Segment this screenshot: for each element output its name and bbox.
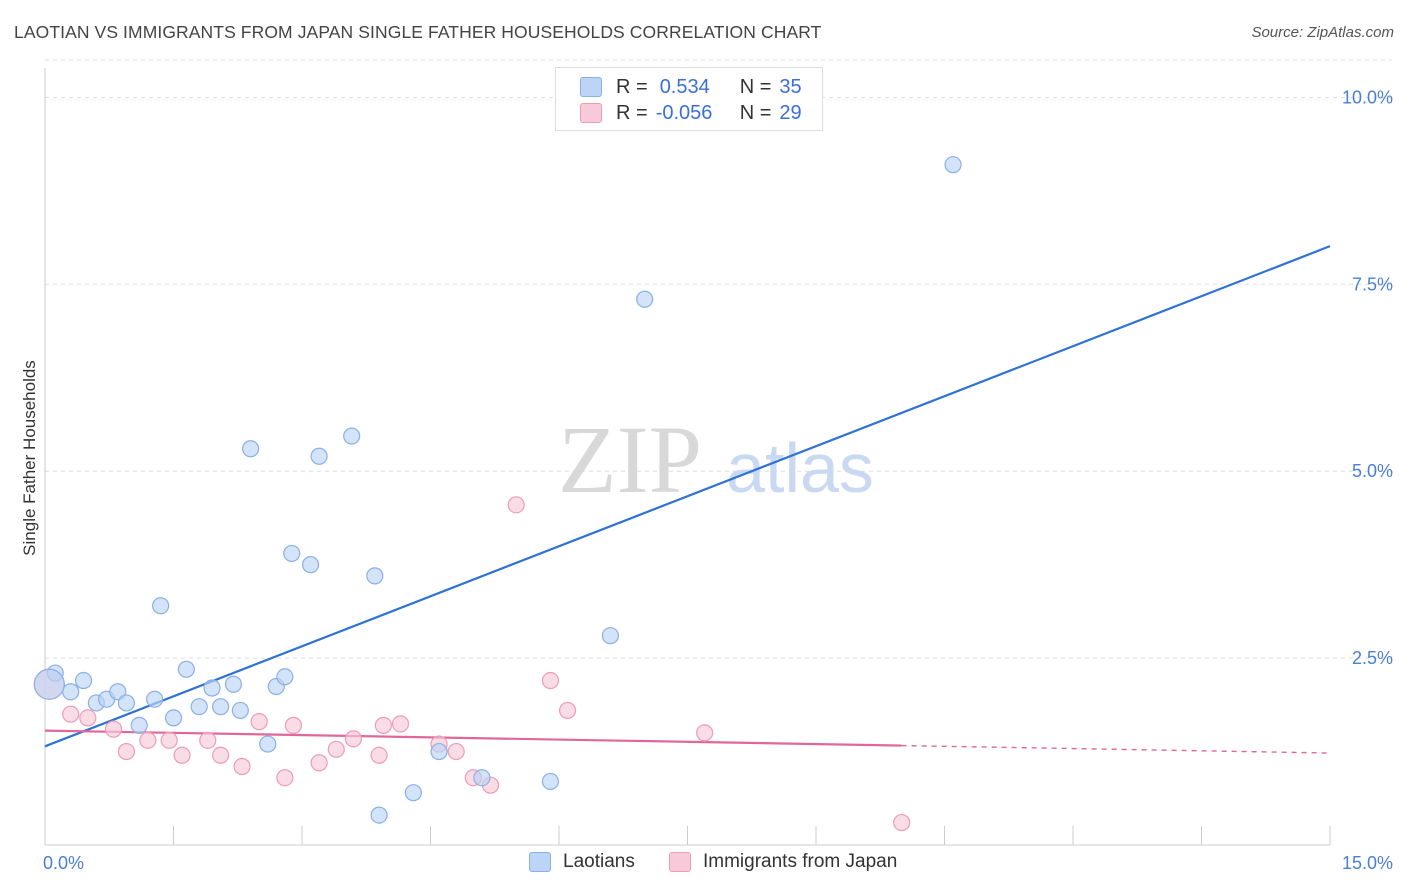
data-points [33,156,962,832]
legend-n-value: 29 [779,101,802,124]
watermark: ZIP atlas [558,406,874,513]
point-japan [160,731,178,749]
legend-n-label: N = [739,75,772,98]
legend-r-value: -0.056 [655,101,713,124]
point-laotians [430,742,448,761]
point-japan [310,754,328,772]
point-japan [327,740,345,758]
point-japan [696,724,714,742]
watermark-atlas: atlas [726,429,874,507]
trend-lines [44,245,1331,754]
point-japan [79,709,97,727]
point-japan [447,742,465,761]
series-legend: Laotians Immigrants from Japan [0,851,1406,877]
point-japan [104,720,123,738]
y-axis-title: Single Father Households [20,360,39,556]
point-laotians [283,544,301,563]
point-japan [139,731,157,749]
point-laotians [404,784,422,802]
point-japan [117,742,135,761]
point-japan [173,746,191,764]
point-laotians [203,679,221,697]
point-laotians [164,709,183,727]
point-laotians [310,447,328,465]
legend-label-japan: Immigrants from Japan [703,851,898,872]
point-japan [391,715,410,733]
point-laotians [601,627,620,645]
point-laotians [242,440,260,458]
legend-n-label: N = [739,101,772,124]
point-laotians [212,698,230,716]
x-tick-label: 0.0% [43,853,84,873]
point-japan [62,705,80,723]
legend-swatch-pink [580,103,602,123]
point-japan [199,731,217,749]
point-laotians [370,806,388,824]
point-laotians [146,690,164,708]
tick-labels: 2.5% 5.0% 7.5% 10.0% 0.0% 15.0% [43,87,1393,873]
grid-lines [45,59,1392,659]
source-label: Source: ZipAtlas.com [1251,24,1394,41]
x-tick-label: 15.0% [1342,853,1393,873]
point-laotians [366,567,384,585]
y-tick-label: 10.0% [1342,87,1393,107]
point-japan [276,769,294,787]
point-japan [507,496,525,514]
point-laotians [117,694,135,712]
point-laotians [259,735,277,753]
legend-swatch-japan [669,852,691,872]
point-laotians [636,290,654,308]
legend-row-laotians: R = 0.534 N = 35 [580,75,802,99]
y-tick-label: 5.0% [1352,461,1393,481]
point-laotians [343,427,361,445]
legend-r-label: R = [616,75,648,98]
point-laotians [33,668,65,700]
point-laotians [276,668,294,686]
point-laotians [473,769,491,787]
point-japan [374,716,392,734]
watermark-zip: ZIP [558,406,702,513]
legend-swatch-laotians [529,852,551,872]
point-laotians [74,671,93,690]
point-laotians [541,772,560,791]
chart-title: LAOTIAN VS IMMIGRANTS FROM JAPAN SINGLE … [14,22,822,42]
legend-label-laotians: Laotians [563,851,635,872]
point-laotians [152,597,170,615]
point-laotians [130,716,148,734]
legend-row-japan: R = -0.056 N = 29 [580,101,802,125]
point-laotians [177,660,195,678]
point-japan [558,701,577,720]
point-japan [212,746,230,764]
point-laotians [190,698,208,716]
point-laotians [301,556,320,574]
trend-line-japan-extension [901,744,1331,754]
legend-r-label: R = [616,101,648,124]
point-japan [893,813,911,832]
trend-line-laotians [44,245,1331,748]
legend-item-japan: Immigrants from Japan [669,851,897,873]
legend-item-laotians: Laotians [529,851,635,873]
correlation-legend: R = 0.534 N = 35 R = -0.056 N = 29 [555,67,823,131]
point-japan [370,746,388,764]
axes [44,68,1331,846]
point-japan [250,713,268,731]
point-laotians [944,156,962,174]
trend-line-japan [44,729,902,747]
point-laotians [231,701,249,720]
legend-swatch-blue [580,77,602,97]
point-laotians [62,683,80,701]
point-japan [344,730,362,748]
point-japan [541,671,560,690]
legend-n-value: 35 [779,75,802,98]
y-tick-label: 7.5% [1352,274,1393,294]
point-laotians [224,675,243,693]
y-tick-label: 2.5% [1352,648,1393,668]
point-japan [284,716,303,734]
legend-r-value: 0.534 [659,75,710,98]
point-japan [233,757,251,776]
